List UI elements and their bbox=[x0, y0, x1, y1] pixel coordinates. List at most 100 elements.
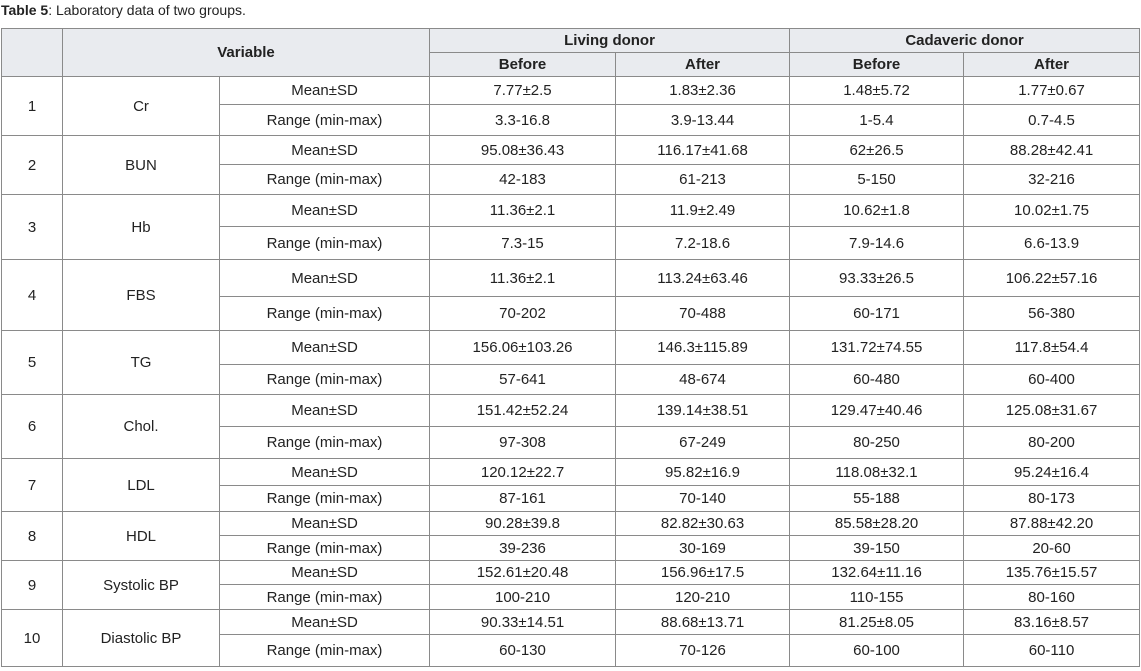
mean-cadaveric-after-cell: 10.02±1.75 bbox=[963, 194, 1141, 227]
stat-label-mean: Mean±SD bbox=[218, 76, 431, 105]
mean-cadaveric-before-cell: 62±26.5 bbox=[789, 135, 965, 165]
mean-living-before-cell: 90.28±39.8 bbox=[429, 511, 617, 536]
range-cadaveric-before-cell: 1-5.4 bbox=[789, 104, 965, 136]
stat-label-range: Range (min-max) bbox=[218, 104, 431, 136]
range-cadaveric-before-cell: 55-188 bbox=[789, 485, 965, 512]
mean-living-after-cell: 113.24±63.46 bbox=[615, 259, 791, 297]
range-cadaveric-before-cell: 60-100 bbox=[789, 634, 965, 667]
header-living-donor: Living donor bbox=[429, 28, 791, 53]
table-row-mean: 8 HDL Mean±SD 90.28±39.8 82.82±30.63 85.58±28… bbox=[1, 511, 1141, 561]
header-number-cell bbox=[1, 28, 63, 77]
mean-living-after-cell: 82.82±30.63 bbox=[615, 511, 791, 536]
range-cadaveric-after-cell: 20-60 bbox=[963, 535, 1141, 561]
row-number: 6 bbox=[1, 394, 63, 459]
range-living-before-cell: 57-641 bbox=[429, 364, 617, 395]
stat-label-mean: Mean±SD bbox=[218, 194, 431, 227]
range-living-after-cell: 3.9-13.44 bbox=[615, 104, 791, 136]
mean-living-before-cell: 11.36±2.1 bbox=[429, 194, 617, 227]
stat-label-range: Range (min-max) bbox=[218, 364, 431, 395]
mean-cadaveric-after-cell: 106.22±57.16 bbox=[963, 259, 1141, 297]
stat-label-range: Range (min-max) bbox=[218, 485, 431, 512]
mean-living-after-cell: 1.83±2.36 bbox=[615, 76, 791, 105]
range-cadaveric-after-cell: 6.6-13.9 bbox=[963, 226, 1141, 260]
table-row-mean: 2 BUN Mean±SD 95.08±36.43 116.17±41.68 62±26.… bbox=[1, 135, 1141, 195]
range-cadaveric-before-cell: 5-150 bbox=[789, 164, 965, 195]
stat-label-range: Range (min-max) bbox=[218, 634, 431, 667]
header-living-after: After bbox=[615, 52, 791, 77]
table-row-mean: 9 Systolic BP Mean±SD 152.61±20.48 156.96±17… bbox=[1, 560, 1141, 610]
table-row-mean: 3 Hb Mean±SD 11.36±2.1 11.9±2.49 10.62±1.8 10.… bbox=[1, 194, 1141, 260]
stat-label-range: Range (min-max) bbox=[218, 296, 431, 331]
range-cadaveric-after-cell: 60-110 bbox=[963, 634, 1141, 667]
table-body: 1 Cr Mean±SD 7.77±2.5 1.83±2.36 1.48±5.72 1.77… bbox=[1, 76, 1141, 667]
row-number: 8 bbox=[1, 511, 63, 561]
variable-name: BUN bbox=[62, 135, 220, 195]
mean-cadaveric-before-cell: 118.08±32.1 bbox=[789, 458, 965, 486]
mean-living-before-cell: 7.77±2.5 bbox=[429, 76, 617, 105]
table-row-range: Range (min-max) 57-641 48-674 60-480 60-400 bbox=[2, 364, 1141, 395]
header-living-before: Before bbox=[429, 52, 617, 77]
mean-living-before-cell: 152.61±20.48 bbox=[429, 560, 617, 585]
laboratory-data-table: Variable Living donor Cadaveric donor Be… bbox=[1, 28, 1141, 667]
table-row-mean: 7 LDL Mean±SD 120.12±22.7 95.82±16.9 118.08±3… bbox=[1, 458, 1141, 512]
stat-label-mean: Mean±SD bbox=[218, 458, 431, 486]
stat-label-mean: Mean±SD bbox=[218, 609, 431, 635]
table-row-range: Range (min-max) 100-210 120-210 110-155 80-1… bbox=[2, 584, 1141, 610]
mean-cadaveric-after-cell: 95.24±16.4 bbox=[963, 458, 1141, 486]
range-living-after-cell: 70-126 bbox=[615, 634, 791, 667]
header-cadaveric-after: After bbox=[963, 52, 1141, 77]
range-cadaveric-before-cell: 7.9-14.6 bbox=[789, 226, 965, 260]
variable-name: LDL bbox=[62, 458, 220, 512]
stat-label-mean: Mean±SD bbox=[218, 330, 431, 365]
range-living-before-cell: 87-161 bbox=[429, 485, 617, 512]
stat-label-range: Range (min-max) bbox=[218, 226, 431, 260]
range-living-before-cell: 7.3-15 bbox=[429, 226, 617, 260]
stat-label-range: Range (min-max) bbox=[218, 584, 431, 610]
range-cadaveric-after-cell: 32-216 bbox=[963, 164, 1141, 195]
table-row-mean: 6 Chol. Mean±SD 151.42±52.24 139.14±38.51 129… bbox=[1, 394, 1141, 459]
table-row-mean: 1 Cr Mean±SD 7.77±2.5 1.83±2.36 1.48±5.72 1.77… bbox=[1, 76, 1141, 136]
range-living-before-cell: 60-130 bbox=[429, 634, 617, 667]
mean-living-before-cell: 11.36±2.1 bbox=[429, 259, 617, 297]
row-number: 5 bbox=[1, 330, 63, 395]
range-living-after-cell: 61-213 bbox=[615, 164, 791, 195]
mean-cadaveric-before-cell: 85.58±28.20 bbox=[789, 511, 965, 536]
mean-living-after-cell: 146.3±115.89 bbox=[615, 330, 791, 365]
stat-label-mean: Mean±SD bbox=[218, 511, 431, 536]
variable-name: Hb bbox=[62, 194, 220, 260]
range-cadaveric-before-cell: 39-150 bbox=[789, 535, 965, 561]
table-row-range: Range (min-max) 3.3-16.8 3.9-13.44 1-5.4 0.7… bbox=[2, 104, 1141, 136]
header-cadaveric-donor: Cadaveric donor bbox=[789, 28, 1141, 53]
mean-living-before-cell: 151.42±52.24 bbox=[429, 394, 617, 427]
table-caption: Table 5: Laboratory data of two groups. bbox=[1, 2, 246, 18]
mean-cadaveric-before-cell: 131.72±74.55 bbox=[789, 330, 965, 365]
mean-cadaveric-after-cell: 88.28±42.41 bbox=[963, 135, 1141, 165]
table-row-range: Range (min-max) 97-308 67-249 80-250 80-200 bbox=[2, 426, 1141, 459]
variable-name: Cr bbox=[62, 76, 220, 136]
mean-living-after-cell: 95.82±16.9 bbox=[615, 458, 791, 486]
mean-cadaveric-before-cell: 129.47±40.46 bbox=[789, 394, 965, 427]
range-cadaveric-after-cell: 80-173 bbox=[963, 485, 1141, 512]
range-cadaveric-after-cell: 60-400 bbox=[963, 364, 1141, 395]
variable-name: TG bbox=[62, 330, 220, 395]
mean-living-before-cell: 156.06±103.26 bbox=[429, 330, 617, 365]
table-row-mean: 5 TG Mean±SD 156.06±103.26 146.3±115.89 131.7… bbox=[1, 330, 1141, 395]
header-cadaveric-before: Before bbox=[789, 52, 965, 77]
range-living-after-cell: 30-169 bbox=[615, 535, 791, 561]
mean-cadaveric-after-cell: 125.08±31.67 bbox=[963, 394, 1141, 427]
row-number: 4 bbox=[1, 259, 63, 331]
mean-cadaveric-before-cell: 81.25±8.05 bbox=[789, 609, 965, 635]
mean-cadaveric-after-cell: 117.8±54.4 bbox=[963, 330, 1141, 365]
mean-cadaveric-after-cell: 83.16±8.57 bbox=[963, 609, 1141, 635]
table-row-range: Range (min-max) 60-130 70-126 60-100 60-110 bbox=[2, 634, 1141, 667]
mean-cadaveric-after-cell: 87.88±42.20 bbox=[963, 511, 1141, 536]
row-number: 7 bbox=[1, 458, 63, 512]
table-row-range: Range (min-max) 42-183 61-213 5-150 32-216 bbox=[2, 164, 1141, 195]
range-living-after-cell: 48-674 bbox=[615, 364, 791, 395]
mean-cadaveric-before-cell: 10.62±1.8 bbox=[789, 194, 965, 227]
range-living-after-cell: 7.2-18.6 bbox=[615, 226, 791, 260]
stat-label-mean: Mean±SD bbox=[218, 394, 431, 427]
mean-living-after-cell: 156.96±17.5 bbox=[615, 560, 791, 585]
mean-living-after-cell: 88.68±13.71 bbox=[615, 609, 791, 635]
table-row-range: Range (min-max) 7.3-15 7.2-18.6 7.9-14.6 6.6… bbox=[2, 226, 1141, 260]
